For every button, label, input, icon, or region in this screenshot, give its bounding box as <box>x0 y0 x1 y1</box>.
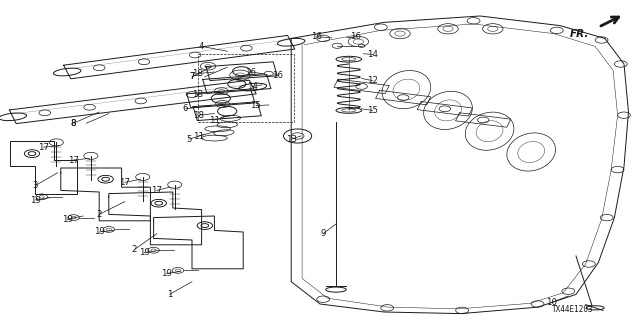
Text: 11: 11 <box>209 116 220 124</box>
Text: 1: 1 <box>167 290 172 299</box>
Text: 6: 6 <box>183 104 188 113</box>
Text: 2: 2 <box>97 210 102 219</box>
Text: 5: 5 <box>186 135 191 144</box>
Text: 2: 2 <box>132 245 137 254</box>
Text: 17: 17 <box>151 186 163 195</box>
Text: 17: 17 <box>68 156 79 164</box>
Text: 19: 19 <box>30 196 40 204</box>
Text: 10: 10 <box>546 298 557 307</box>
Text: 14: 14 <box>247 82 259 91</box>
Text: 8: 8 <box>71 119 76 128</box>
Text: 15: 15 <box>250 101 262 110</box>
Text: 12: 12 <box>367 76 378 85</box>
Text: 18: 18 <box>191 90 203 99</box>
Text: 18: 18 <box>193 111 204 120</box>
Text: 19: 19 <box>94 228 104 236</box>
Text: 14: 14 <box>367 50 378 59</box>
Text: 7: 7 <box>189 72 195 81</box>
Text: 15: 15 <box>367 106 378 115</box>
Text: TX44E1203: TX44E1203 <box>552 305 594 314</box>
Text: 9: 9 <box>321 229 326 238</box>
Text: 17: 17 <box>119 178 131 187</box>
Text: 17: 17 <box>38 143 49 152</box>
Text: FR.: FR. <box>570 29 589 39</box>
Text: 7: 7 <box>189 72 195 81</box>
Text: 16: 16 <box>311 32 323 41</box>
Text: 8: 8 <box>71 119 76 128</box>
Text: 16: 16 <box>245 68 257 76</box>
Text: 3: 3 <box>33 181 38 190</box>
Bar <box>198 54 294 122</box>
Text: 16: 16 <box>272 71 284 80</box>
Text: 4: 4 <box>199 42 204 51</box>
Text: 19: 19 <box>161 269 172 278</box>
Text: 16: 16 <box>349 32 361 41</box>
Text: 11: 11 <box>193 132 204 140</box>
Text: 18: 18 <box>191 69 203 78</box>
Text: 13: 13 <box>285 135 297 144</box>
Text: 19: 19 <box>139 248 149 257</box>
Text: 19: 19 <box>62 215 72 224</box>
